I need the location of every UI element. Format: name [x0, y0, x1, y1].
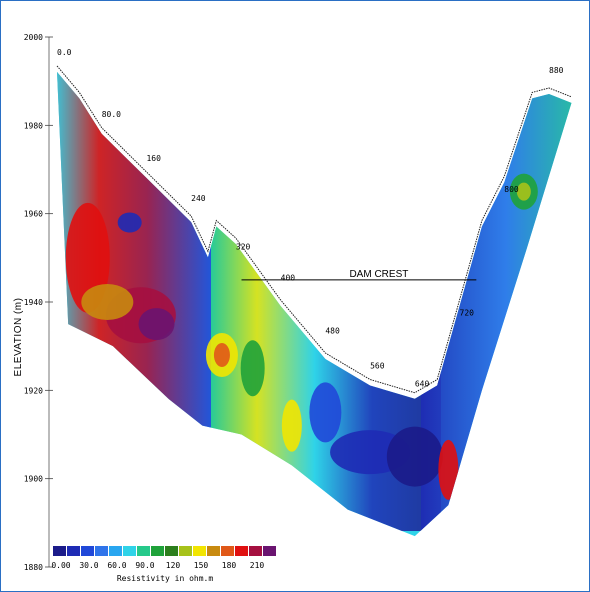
y-axis-ticks: 2000 1980 1960 1940 1920 1900 1880	[24, 33, 53, 572]
legend-swatch	[235, 546, 248, 556]
legend-swatch	[263, 546, 276, 556]
anomaly-blob	[81, 284, 134, 320]
y-tick-label: 1920	[24, 386, 43, 395]
ground-surface-line	[56, 65, 572, 394]
y-tick-label: 1960	[24, 210, 43, 219]
legend-swatch	[151, 546, 164, 556]
legend-swatch	[53, 546, 66, 556]
legend-swatch	[137, 546, 150, 556]
anomaly-blob	[281, 399, 302, 452]
y-tick-label: 1900	[24, 475, 43, 484]
anomaly-blob	[117, 212, 142, 233]
legend-swatch	[207, 546, 220, 556]
legend-label: 90.0	[135, 561, 154, 570]
legend-swatch	[67, 546, 80, 556]
y-tick-label: 1880	[24, 563, 43, 572]
y-tick-label: 1980	[24, 121, 43, 130]
legend-label: 180	[222, 561, 237, 570]
resistivity-anomalies	[65, 173, 538, 500]
legend-title: Resistivity in ohm.m	[117, 574, 214, 583]
station-label: 480	[325, 326, 340, 335]
anomaly-blob	[138, 308, 175, 341]
station-label: 160	[146, 154, 161, 163]
legend-swatch	[179, 546, 192, 556]
station-label: 880	[549, 66, 564, 75]
station-label: 240	[191, 194, 206, 203]
legend-swatch	[109, 546, 122, 556]
legend-label: 120	[166, 561, 181, 570]
station-labels: 0.0 80.0 160 240 320 400 480 560 640 720 800 880	[57, 48, 564, 388]
anomaly-blob	[240, 340, 265, 397]
station-label: 640	[415, 379, 430, 388]
legend-swatch	[221, 546, 234, 556]
y-tick-label: 1940	[24, 298, 43, 307]
legend-swatch	[165, 546, 178, 556]
station-label: 560	[370, 362, 385, 371]
legend-label: 30.0	[79, 561, 98, 570]
legend-swatch	[193, 546, 206, 556]
legend-swatch	[95, 546, 108, 556]
legend: 0.00 30.0 60.0 90.0 120 150 180 210	[51, 546, 276, 570]
y-axis-label: ELEVATION (m)	[13, 298, 24, 377]
legend-swatch	[123, 546, 136, 556]
station-label: 320	[236, 242, 251, 251]
dam-crest-label: DAM CREST	[349, 269, 408, 280]
legend-swatch	[249, 546, 262, 556]
anomaly-blob	[386, 426, 443, 487]
station-label: 400	[281, 273, 296, 282]
legend-swatch	[81, 546, 94, 556]
anomaly-blob	[516, 182, 531, 201]
station-label: 80.0	[102, 110, 121, 119]
station-label: 0.0	[57, 48, 72, 57]
y-tick-label: 2000	[24, 33, 43, 42]
station-label: 720	[460, 309, 475, 318]
anomaly-blob	[213, 343, 230, 367]
legend-label: 210	[250, 561, 265, 570]
legend-label: 150	[194, 561, 209, 570]
station-label: 800	[504, 185, 519, 194]
anomaly-blob	[309, 382, 342, 443]
legend-label: 0.00	[51, 561, 70, 570]
anomaly-blob	[438, 439, 459, 500]
legend-label: 60.0	[107, 561, 126, 570]
